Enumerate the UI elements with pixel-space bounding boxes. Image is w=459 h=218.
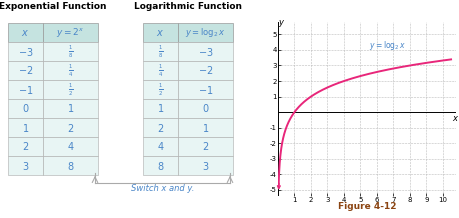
FancyBboxPatch shape [8, 118, 43, 137]
Text: $\mathbf{\mathit{x}}$: $\mathbf{\mathit{x}}$ [157, 27, 165, 37]
FancyBboxPatch shape [8, 42, 43, 61]
Text: $\frac{1}{4}$: $\frac{1}{4}$ [158, 62, 163, 79]
Text: $1$: $1$ [22, 121, 29, 133]
FancyBboxPatch shape [8, 99, 43, 118]
Text: $x$: $x$ [452, 114, 459, 123]
FancyBboxPatch shape [43, 80, 98, 99]
FancyBboxPatch shape [143, 156, 178, 175]
Text: $1$: $1$ [202, 121, 209, 133]
Text: $8$: $8$ [157, 160, 164, 172]
Text: $0$: $0$ [202, 102, 209, 114]
Text: $\mathbf{\mathit{x}}$: $\mathbf{\mathit{x}}$ [22, 27, 29, 37]
Text: $0$: $0$ [22, 102, 29, 114]
FancyBboxPatch shape [178, 156, 233, 175]
FancyBboxPatch shape [43, 42, 98, 61]
Text: $3$: $3$ [22, 160, 29, 172]
Text: ${-}2$: ${-}2$ [18, 65, 33, 77]
Text: $2$: $2$ [157, 121, 164, 133]
FancyBboxPatch shape [43, 23, 98, 42]
Text: $y = \log_2 x$: $y = \log_2 x$ [369, 39, 406, 52]
FancyBboxPatch shape [178, 23, 233, 42]
FancyBboxPatch shape [43, 99, 98, 118]
Text: Logarithmic Function: Logarithmic Function [134, 2, 242, 12]
FancyBboxPatch shape [178, 118, 233, 137]
Text: ${-}2$: ${-}2$ [198, 65, 213, 77]
Text: $4$: $4$ [157, 140, 164, 153]
Text: $1$: $1$ [157, 102, 164, 114]
FancyBboxPatch shape [178, 61, 233, 80]
FancyBboxPatch shape [143, 23, 178, 42]
Text: ${-}3$: ${-}3$ [18, 46, 33, 58]
Text: $\frac{1}{4}$: $\frac{1}{4}$ [68, 62, 73, 79]
FancyBboxPatch shape [178, 137, 233, 156]
Text: $1$: $1$ [67, 102, 74, 114]
FancyBboxPatch shape [178, 42, 233, 61]
Text: $2$: $2$ [67, 121, 74, 133]
Text: Switch x and y.: Switch x and y. [131, 184, 194, 193]
Text: $2$: $2$ [22, 140, 29, 153]
FancyBboxPatch shape [8, 80, 43, 99]
FancyBboxPatch shape [8, 156, 43, 175]
Text: $y$: $y$ [279, 18, 286, 29]
FancyBboxPatch shape [8, 23, 43, 42]
Text: $y = \log_2 x$: $y = \log_2 x$ [185, 26, 226, 39]
FancyBboxPatch shape [143, 42, 178, 61]
Text: ${-}1$: ${-}1$ [198, 83, 213, 95]
FancyBboxPatch shape [43, 61, 98, 80]
FancyBboxPatch shape [143, 137, 178, 156]
Text: $\frac{1}{2}$: $\frac{1}{2}$ [158, 81, 163, 98]
FancyBboxPatch shape [43, 156, 98, 175]
Text: ${-}1$: ${-}1$ [18, 83, 33, 95]
Text: ${-}3$: ${-}3$ [198, 46, 213, 58]
Text: Figure 4-12: Figure 4-12 [338, 203, 396, 211]
FancyBboxPatch shape [143, 61, 178, 80]
Text: $4$: $4$ [67, 140, 74, 153]
Text: $\frac{1}{8}$: $\frac{1}{8}$ [158, 43, 163, 60]
Text: $2$: $2$ [202, 140, 209, 153]
Text: Exponential Function: Exponential Function [0, 2, 107, 12]
FancyBboxPatch shape [178, 99, 233, 118]
Text: $\frac{1}{2}$: $\frac{1}{2}$ [68, 81, 73, 98]
FancyBboxPatch shape [8, 61, 43, 80]
FancyBboxPatch shape [43, 137, 98, 156]
FancyBboxPatch shape [143, 80, 178, 99]
FancyBboxPatch shape [178, 80, 233, 99]
Text: $\frac{1}{8}$: $\frac{1}{8}$ [68, 43, 73, 60]
Text: $y = 2^x$: $y = 2^x$ [56, 26, 84, 39]
Text: $8$: $8$ [67, 160, 74, 172]
FancyBboxPatch shape [43, 118, 98, 137]
FancyBboxPatch shape [8, 137, 43, 156]
FancyBboxPatch shape [143, 99, 178, 118]
FancyBboxPatch shape [143, 118, 178, 137]
Text: $3$: $3$ [202, 160, 209, 172]
